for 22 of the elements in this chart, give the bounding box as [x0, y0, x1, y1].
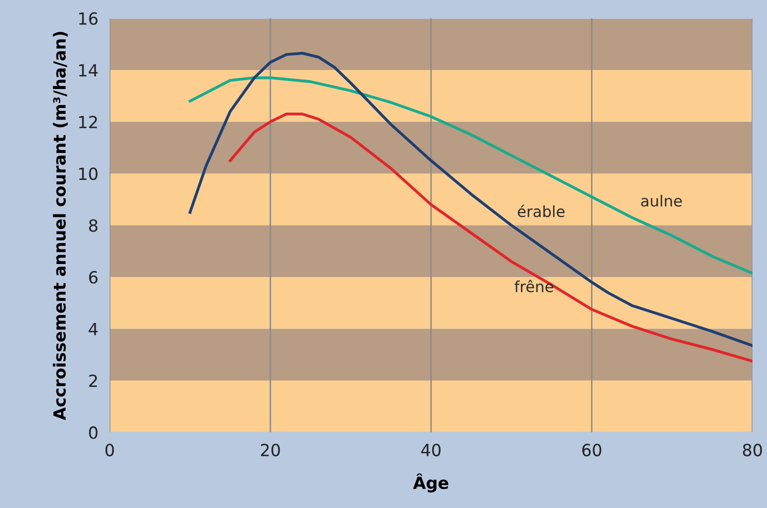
- x-tick-label: 40: [421, 444, 441, 456]
- x-tick-label: 0: [105, 444, 114, 456]
- line-series: [188, 52, 752, 348]
- x-tick-label: 60: [582, 444, 602, 456]
- y-tick-label: 2: [89, 374, 97, 387]
- x-tick-label: 20: [260, 444, 280, 456]
- y-tick-label: 6: [89, 271, 98, 284]
- series-label: érable: [518, 204, 565, 218]
- y-tick-label: 12: [79, 116, 97, 128]
- line-series: [188, 76, 752, 275]
- series-label: frêne: [514, 280, 554, 292]
- y-tick-label: 16: [79, 12, 98, 25]
- series-label: aulne: [641, 194, 682, 207]
- y-tick-label: 0: [89, 426, 98, 439]
- y-axis-title: Accroissement annuel courant (m³/ha/an): [52, 32, 68, 420]
- x-axis-title: Âge: [413, 473, 448, 492]
- y-tick-label: 8: [89, 219, 98, 232]
- line-series: [228, 112, 752, 363]
- y-tick-label: 4: [88, 322, 98, 336]
- y-tick-label: 14: [79, 64, 98, 76]
- y-tick-label: 10: [79, 168, 98, 180]
- x-tick-label: 80: [742, 444, 762, 456]
